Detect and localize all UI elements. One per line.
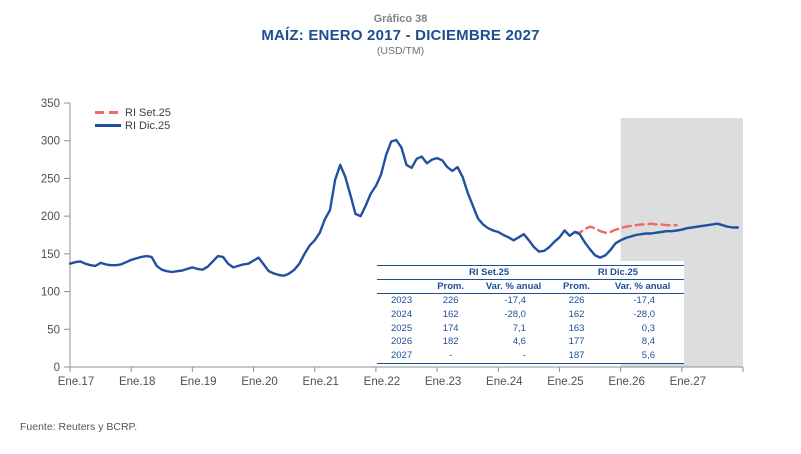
table-cell-2023-dic_prom: 226	[568, 295, 585, 306]
legend-item-ri-dic25: RI Dic.25	[95, 119, 171, 132]
table-group-ri-dic25: RI Dic.25	[551, 265, 684, 280]
table-cell-2023-year: 2023	[390, 295, 413, 306]
table-row-2027: 2027 - - 187 5,6	[377, 349, 684, 363]
table-row-2026: 2026 182 4,6 177 8,4	[377, 335, 684, 349]
y-tick-label: 0	[54, 362, 60, 374]
y-tick-label: 250	[41, 173, 60, 185]
x-tick-label: Ene.24	[486, 376, 523, 388]
table-cell-2026-dic_prom: 177	[568, 336, 585, 348]
x-tick-label: Ene.21	[303, 376, 339, 388]
x-tick-label: Ene.27	[670, 376, 706, 388]
table-cell-2027-dic_prom: 187	[568, 350, 585, 362]
x-tick-label: Ene.22	[364, 376, 400, 388]
x-tick-label: Ene.25	[547, 376, 583, 388]
table-cell-2025-dic_prom: 163	[568, 322, 585, 334]
table-cell-2025-set_var: 7,1	[512, 322, 526, 334]
table-column-header-row: Prom. Var. % anual Prom. Var. % anual	[377, 279, 684, 294]
table-cell-2024-dic_var: -28,0	[633, 308, 655, 320]
table-cell-2027-set_var: -	[522, 350, 526, 362]
legend-label-ri-set25: RI Set.25	[125, 106, 171, 119]
y-tick-label: 300	[41, 136, 60, 148]
table-col-header-4: Var. % anual	[601, 279, 684, 294]
dashed-line-swatch-icon	[95, 111, 121, 114]
table-col-header-1: Prom.	[426, 279, 476, 294]
legend-label-ri-dic25: RI Dic.25	[125, 119, 171, 132]
table-cell-2025-set_prom: 174	[442, 322, 459, 334]
x-tick-label: Ene.26	[608, 376, 644, 388]
table-cell-2023-set_prom: 226	[442, 295, 459, 306]
forecast-table-grid: RI Set.25 RI Dic.25 Prom. Var. % anual Pro…	[377, 265, 684, 364]
x-tick-label: Ene.23	[425, 376, 461, 388]
table-cell-2027-set_prom: -	[449, 350, 453, 362]
table-cell-2024-set_prom: 162	[442, 308, 459, 320]
source-note: Fuente: Reuters y BCRP.	[20, 421, 138, 433]
series-line-ri-set-25	[573, 222, 678, 234]
solid-line-swatch-icon	[95, 124, 121, 127]
x-tick-label: Ene.17	[58, 376, 94, 388]
table-cell-2026-set_var: 4,6	[512, 336, 526, 348]
table-cell-2025-dic_var: 0,3	[641, 322, 655, 334]
series-line-ri-dic-25	[68, 138, 740, 277]
table-cell-2026-set_prom: 182	[442, 336, 459, 348]
table-corner-cell	[377, 265, 427, 280]
table-cell-2023-dic_var: -17,4	[633, 295, 655, 306]
table-cell-2023-set_var: -17,4	[504, 295, 526, 306]
legend-item-ri-set25: RI Set.25	[95, 106, 171, 119]
y-tick-label: 200	[41, 211, 60, 223]
figure-number: Gráfico 38	[373, 13, 428, 25]
table-cell-2026-year: 2026	[390, 336, 413, 348]
chart-legend: RI Set.25 RI Dic.25	[95, 106, 171, 132]
x-tick-label: Ene.20	[241, 376, 277, 388]
table-cell-2025-year: 2025	[390, 322, 413, 334]
table-cell-2026-dic_var: 8,4	[641, 336, 655, 348]
table-group-ri-set25: RI Set.25	[426, 265, 552, 280]
y-tick-label: 150	[41, 249, 60, 261]
page-title: MAÍZ: ENERO 2017 - DICIEMBRE 2027	[261, 27, 540, 44]
y-tick-label: 100	[41, 287, 60, 299]
y-tick-label: 50	[47, 324, 60, 336]
table-cell-2024-year: 2024	[390, 308, 413, 320]
table-col-header-2: Var. % anual	[475, 279, 552, 294]
table-col-header-3: Prom.	[551, 279, 602, 294]
table-cell-2027-dic_var: 5,6	[641, 350, 655, 362]
figure-unit: (USD/TM)	[376, 45, 425, 57]
table-cell-2027-year: 2027	[390, 350, 413, 362]
table-row-2025: 2025 174 7,1 163 0,3	[377, 322, 684, 336]
table-row-2024: 2024 162 -28,0 162 -28,0	[377, 308, 684, 322]
table-col-header-0	[377, 279, 427, 294]
table-cell-2024-dic_prom: 162	[568, 308, 585, 320]
x-tick-label: Ene.18	[119, 376, 155, 388]
x-tick-label: Ene.19	[180, 376, 216, 388]
forecast-table: RI Set.25 RI Dic.25 Prom. Var. % anual Pro…	[377, 261, 684, 364]
table-row-2023: 2023 226 -17,4 226 -17,4	[377, 294, 684, 308]
table-group-header-row: RI Set.25 RI Dic.25	[377, 265, 684, 280]
chart-header: Gráfico 38 MAÍZ: ENERO 2017 - DICIEMBRE …	[0, 12, 801, 58]
y-tick-label: 350	[41, 98, 60, 110]
table-cell-2024-set_var: -28,0	[504, 308, 526, 320]
